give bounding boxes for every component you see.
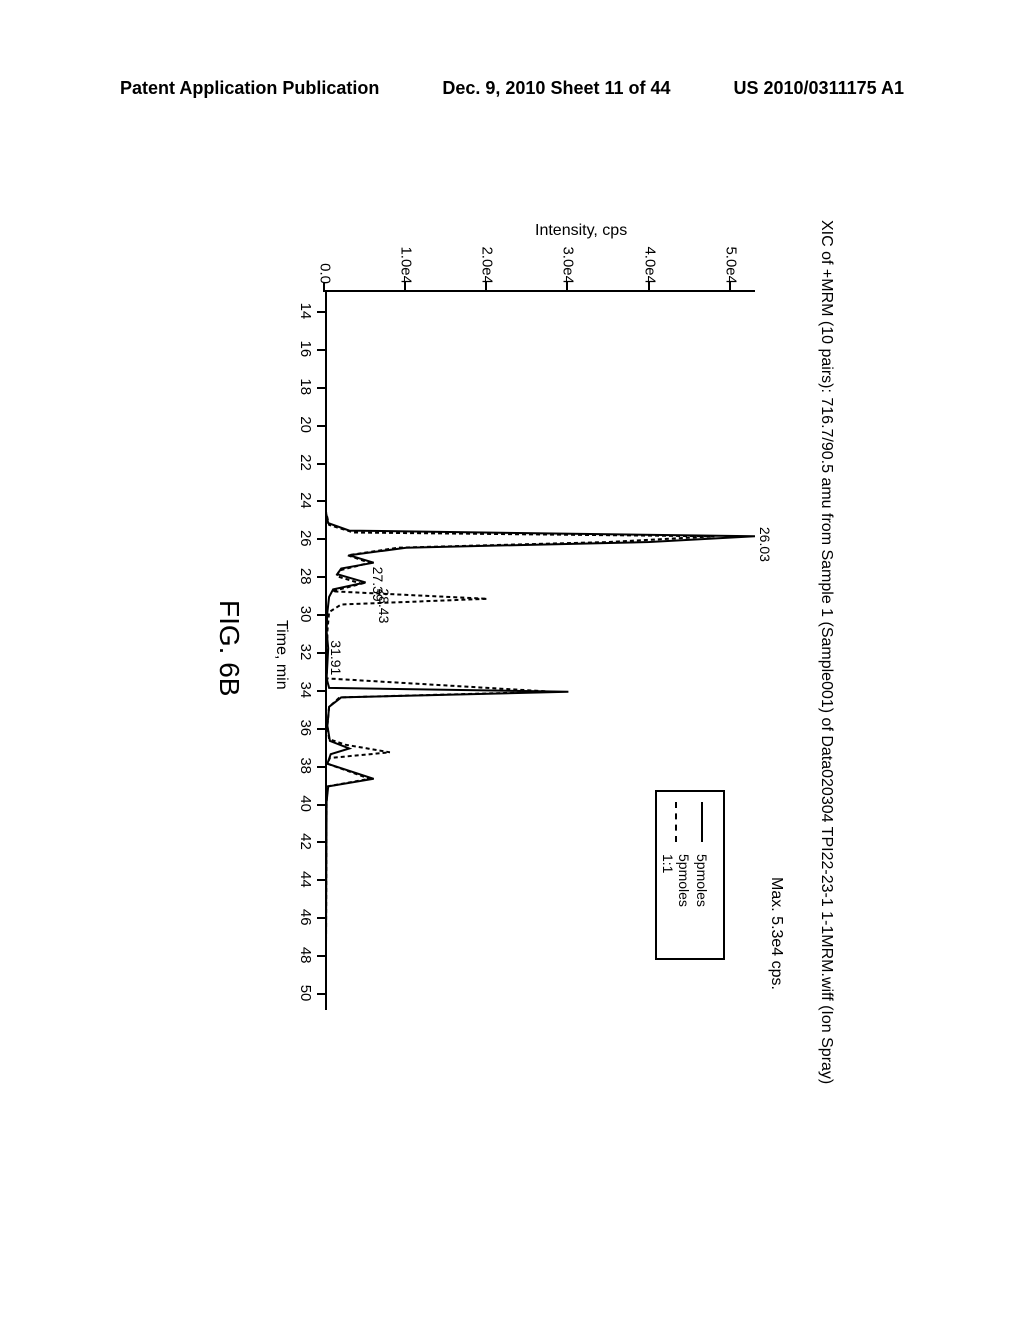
- x-tick-label: 28: [297, 568, 314, 585]
- x-tick: [317, 728, 327, 730]
- x-tick-label: 34: [297, 682, 314, 699]
- x-tick: [317, 349, 327, 351]
- x-tick: [317, 538, 327, 540]
- y-tick-label: 0.0: [317, 234, 334, 284]
- x-tick: [317, 576, 327, 578]
- peak-label: 28.43: [376, 588, 392, 623]
- legend: 5pmoles 5pmoles 1:1: [655, 790, 725, 960]
- x-tick-label: 20: [297, 416, 314, 433]
- x-tick-label: 40: [297, 795, 314, 812]
- chart-max-label: Max. 5.3e4 cps.: [767, 877, 785, 990]
- legend-item: 5pmoles 1:1: [663, 802, 689, 948]
- legend-label-text: 5pmoles: [676, 854, 692, 907]
- page-content: XIC of +MRM (10 pairs): 716.7/90.5 amu f…: [140, 160, 880, 1180]
- peak-label: 26.03: [757, 527, 773, 562]
- x-tick: [317, 387, 327, 389]
- x-tick: [317, 690, 327, 692]
- x-tick: [317, 804, 327, 806]
- y-tick-label: 2.0e4: [479, 234, 496, 284]
- x-tick-label: 46: [297, 909, 314, 926]
- x-tick-label: 38: [297, 757, 314, 774]
- legend-label: 5pmoles: [694, 854, 710, 907]
- x-tick: [317, 766, 327, 768]
- x-tick: [317, 500, 327, 502]
- x-tick: [317, 463, 327, 465]
- legend-sublabel: 1:1: [660, 854, 676, 873]
- header-center: Dec. 9, 2010 Sheet 11 of 44: [442, 78, 670, 99]
- peak-label: 31.91: [328, 640, 344, 675]
- x-tick-label: 32: [297, 644, 314, 661]
- header-left: Patent Application Publication: [120, 78, 379, 99]
- figure-caption: FIG. 6B: [213, 600, 245, 696]
- x-tick: [317, 955, 327, 957]
- x-tick: [317, 614, 327, 616]
- y-tick-label: 1.0e4: [398, 234, 415, 284]
- x-tick: [317, 425, 327, 427]
- x-tick-label: 44: [297, 871, 314, 888]
- x-tick-label: 48: [297, 947, 314, 964]
- x-tick-label: 16: [297, 340, 314, 357]
- legend-item: 5pmoles: [689, 802, 715, 948]
- header-right: US 2010/0311175 A1: [734, 78, 904, 99]
- x-tick: [317, 311, 327, 313]
- x-tick-label: 22: [297, 454, 314, 471]
- x-tick: [317, 652, 327, 654]
- y-tick-label: 5.0e4: [722, 234, 739, 284]
- chart-title: XIC of +MRM (10 pairs): 716.7/90.5 amu f…: [817, 220, 835, 1084]
- x-tick-label: 26: [297, 530, 314, 547]
- y-axis-label: Intensity, cps: [535, 222, 627, 240]
- y-tick-label: 3.0e4: [560, 234, 577, 284]
- x-tick: [317, 917, 327, 919]
- x-tick-label: 50: [297, 985, 314, 1002]
- x-tick: [317, 993, 327, 995]
- legend-label: 5pmoles 1:1: [660, 854, 692, 907]
- x-tick-label: 24: [297, 492, 314, 509]
- figure: XIC of +MRM (10 pairs): 716.7/90.5 amu f…: [185, 220, 835, 1120]
- page-header: Patent Application Publication Dec. 9, 2…: [0, 78, 1024, 99]
- x-tick-label: 18: [297, 378, 314, 395]
- legend-line-dash: [675, 802, 677, 842]
- figure-wrap: XIC of +MRM (10 pairs): 716.7/90.5 amu f…: [185, 220, 835, 1120]
- x-tick-label: 30: [297, 606, 314, 623]
- x-tick: [317, 841, 327, 843]
- y-tick-label: 4.0e4: [641, 234, 658, 284]
- x-axis-label: Time, min: [272, 620, 290, 690]
- x-tick: [317, 879, 327, 881]
- x-tick-label: 14: [297, 303, 314, 320]
- x-tick-label: 36: [297, 719, 314, 736]
- x-tick-label: 42: [297, 833, 314, 850]
- legend-line-solid: [701, 802, 703, 842]
